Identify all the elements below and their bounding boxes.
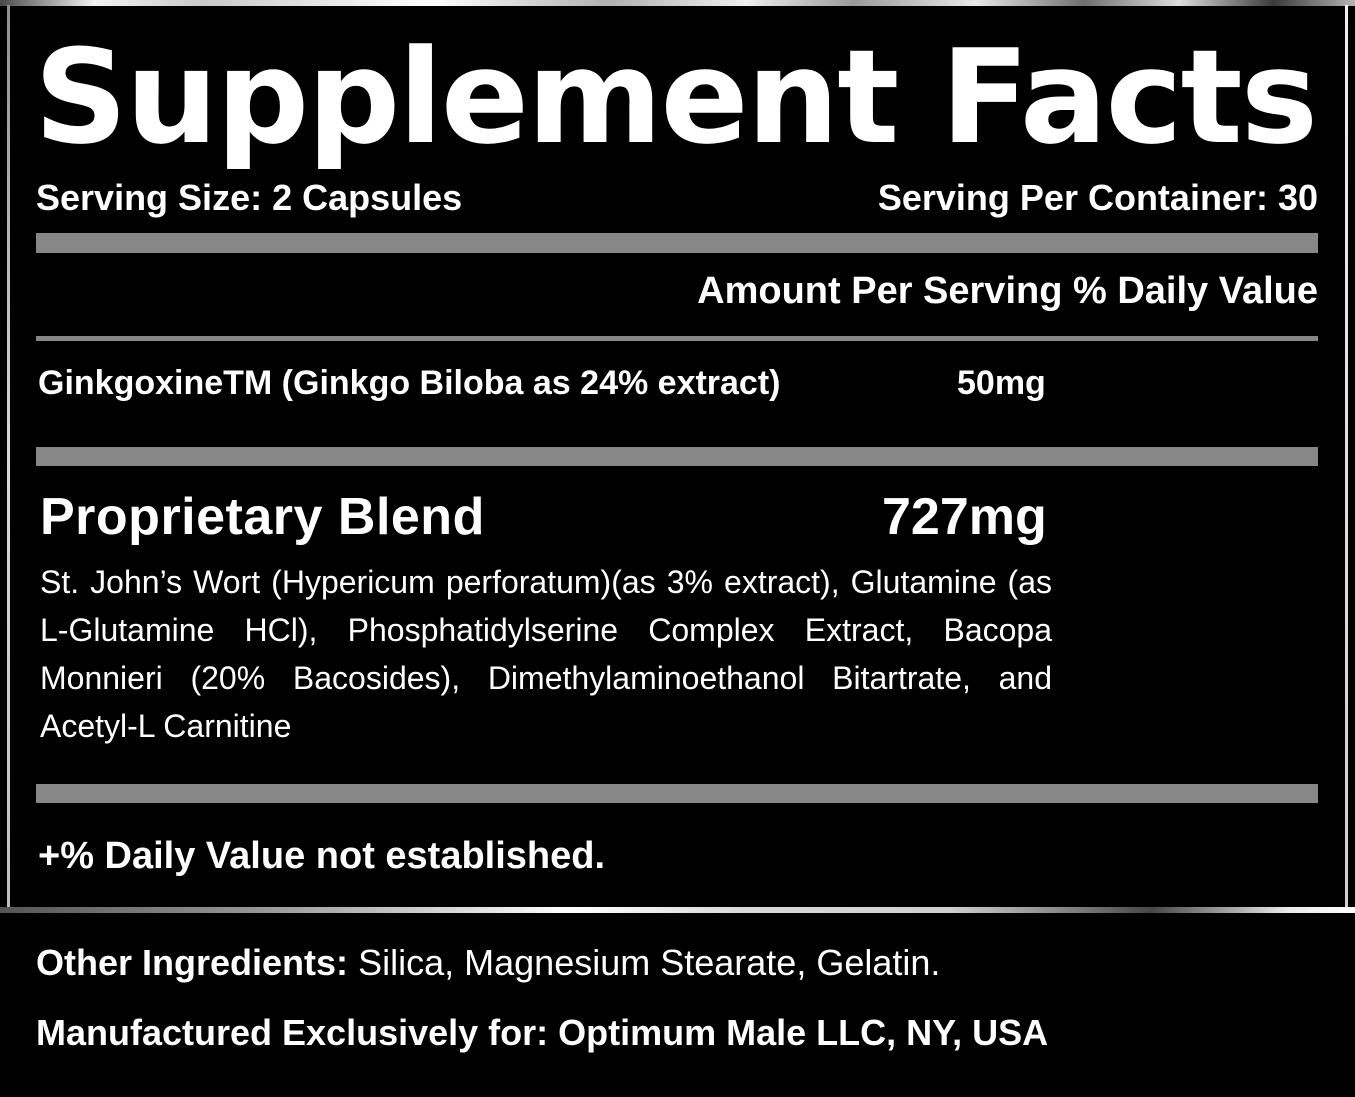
- serving-line: Serving Size: 2 Capsules Serving Per Con…: [36, 176, 1318, 220]
- other-ingredients-value: Silica, Magnesium Stearate, Gelatin.: [358, 942, 941, 983]
- manufactured-line: Manufactured Exclusively for: Optimum Ma…: [36, 1012, 1049, 1053]
- other-ingredients-line: Other Ingredients: Silica, Magnesium Stea…: [36, 941, 940, 985]
- top-metal-strip: [0, 0, 1355, 6]
- separator-bar-bottom: [36, 784, 1318, 803]
- separator-rule-thin: [36, 336, 1318, 341]
- label-right-border: [1345, 5, 1348, 908]
- daily-value-footnote: +% Daily Value not established.: [38, 835, 606, 877]
- separator-bar-top: [36, 233, 1318, 253]
- label-bottom-metal-strip: [0, 907, 1355, 913]
- servings-per-container-text: Serving Per Container: 30: [877, 177, 1318, 218]
- separator-bar-middle: [36, 447, 1318, 466]
- blend-amount: 727mg: [882, 488, 1047, 546]
- serving-size-text: Serving Size: 2 Capsules: [36, 177, 463, 218]
- label-left-border: [7, 5, 10, 908]
- column-header: Amount Per Serving % Daily Value: [697, 270, 1318, 312]
- blend-name: Proprietary Blend: [40, 488, 485, 546]
- ingredient-amount: 50mg: [957, 364, 1046, 402]
- ingredient-name: GinkgoxineTM (Ginkgo Biloba as 24% extra…: [38, 364, 781, 402]
- label-title: Supplement Facts: [34, 21, 1318, 173]
- blend-ingredients-paragraph: St. John’s Wort (Hypericum perforatum)(a…: [40, 564, 1052, 744]
- other-ingredients-label: Other Ingredients:: [36, 942, 349, 983]
